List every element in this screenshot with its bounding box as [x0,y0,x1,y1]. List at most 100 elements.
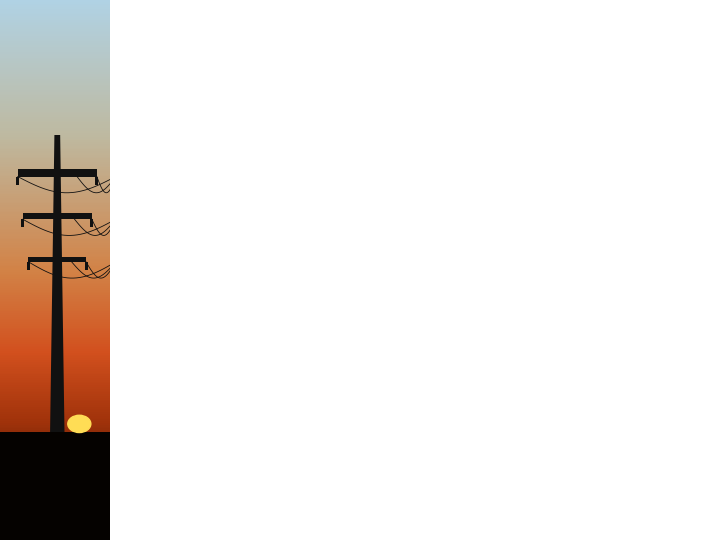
Bar [0,529,110,531]
Bar [0,292,110,293]
Bar [18,169,97,177]
Bar [0,34,110,36]
Bar [0,191,110,193]
Bar [0,522,110,524]
Bar [0,101,110,103]
Bar [0,497,110,498]
Bar [0,45,110,47]
Bar [0,471,110,474]
Bar [0,153,110,155]
Bar [0,155,110,157]
Bar [29,256,86,262]
Bar [0,12,110,15]
Bar [0,517,110,518]
Bar [0,470,110,471]
Bar [0,211,110,212]
Bar [0,130,110,131]
Bar [0,387,110,389]
Bar [0,234,110,236]
Bar [0,450,110,452]
Text: protons (+) and electrons (-): protons (+) and electrons (-) [229,424,599,450]
Bar [27,262,30,270]
Bar [0,511,110,513]
Bar [0,166,110,167]
Bar [0,369,110,371]
Bar [0,459,110,461]
Bar [0,295,110,297]
Bar [0,452,110,454]
Bar [0,59,110,61]
Bar [0,349,110,351]
Bar [0,120,110,123]
Bar [0,525,110,528]
Bar [0,23,110,25]
Bar [0,117,110,119]
Bar [0,394,110,396]
Bar [0,164,110,166]
Bar [0,331,110,333]
Bar [0,301,110,302]
Bar [0,484,110,486]
Bar [0,2,110,4]
Bar [0,112,110,113]
Bar [0,367,110,369]
Bar [0,169,110,171]
Bar [0,328,110,329]
Bar [0,342,110,344]
Bar [0,123,110,124]
Bar [0,167,110,169]
Bar [0,441,110,443]
Bar [0,336,110,339]
Bar [0,174,110,177]
Bar [0,346,110,347]
Bar [0,209,110,211]
Bar [0,430,110,432]
Bar [0,177,110,178]
Bar [0,147,110,150]
Bar [0,324,110,326]
Bar [0,126,110,128]
Bar [0,65,110,66]
Bar [0,52,110,54]
Bar [0,108,110,110]
Bar [0,353,110,355]
Bar [0,437,110,439]
Bar [0,319,110,320]
Bar [0,7,110,9]
Bar [0,358,110,360]
Bar [0,376,110,378]
Bar [0,448,110,450]
Bar [0,490,110,491]
Bar [0,270,110,272]
Bar [0,254,110,255]
Bar [0,185,110,187]
Bar [0,308,110,309]
Bar [0,261,110,263]
Bar [0,380,110,382]
Bar [0,520,110,522]
Bar [0,90,110,92]
Bar [0,477,110,479]
Bar [0,454,110,455]
Bar [0,421,110,423]
Bar [0,187,110,189]
Bar [0,241,110,243]
Bar [0,61,110,63]
Bar [0,135,110,137]
Bar [0,355,110,356]
Bar [0,247,110,248]
Bar [0,15,110,16]
Bar [0,374,110,376]
Bar [0,4,110,5]
Bar [0,20,110,22]
Bar [0,265,110,266]
Bar [0,464,110,466]
Bar [0,351,110,353]
Bar [0,425,110,427]
Bar [0,417,110,420]
Polygon shape [50,135,65,432]
Bar [0,282,110,285]
Bar [0,79,110,81]
Bar [0,43,110,45]
Bar [0,158,110,160]
